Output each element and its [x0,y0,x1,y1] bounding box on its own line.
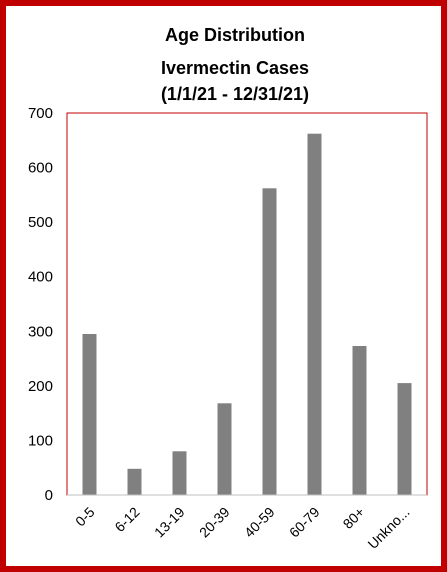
y-tick-label: 400 [28,269,53,286]
x-tick-label: Unkno... [364,504,412,552]
y-tick-label: 100 [28,432,53,449]
y-tick-label: 300 [28,323,53,340]
bar-3 [217,403,232,495]
x-tick-label: 80+ [340,504,368,532]
y-tick-label: 500 [28,214,53,231]
bar-7 [397,383,412,495]
x-tick-label: 20-39 [196,504,233,541]
x-tick-label: 6-12 [111,504,142,535]
chart-title-line-1: Age Distribution [165,25,305,45]
bar-4 [262,188,277,496]
x-axis-ticks: 0-5 6-12 13-19 20-39 40-59 60-79 80+Unkno... [72,504,413,552]
plot-area [66,112,428,496]
bar-6 [352,346,367,495]
x-tick-label: 0-5 [72,504,98,530]
y-axis-ticks: 0 100 200 300 400 500 600 700 [28,105,53,504]
y-tick-label: 700 [28,105,53,122]
y-tick-label: 0 [45,487,53,504]
bar-5 [307,133,322,495]
chart-title-line-3: (1/1/21 - 12/31/21) [160,84,310,104]
y-tick-label: 200 [28,378,53,395]
x-tick-label: 40-59 [241,504,278,541]
bar-0 [82,334,97,495]
y-tick-label: 600 [28,160,53,177]
x-tick-label: 60-79 [286,504,323,541]
chart-title-line-2: Ivermectin Cases [160,58,310,78]
bar-1 [127,468,142,495]
x-tick-label: 13-19 [151,504,188,541]
bars-group [82,133,412,496]
bar-2 [172,451,187,495]
